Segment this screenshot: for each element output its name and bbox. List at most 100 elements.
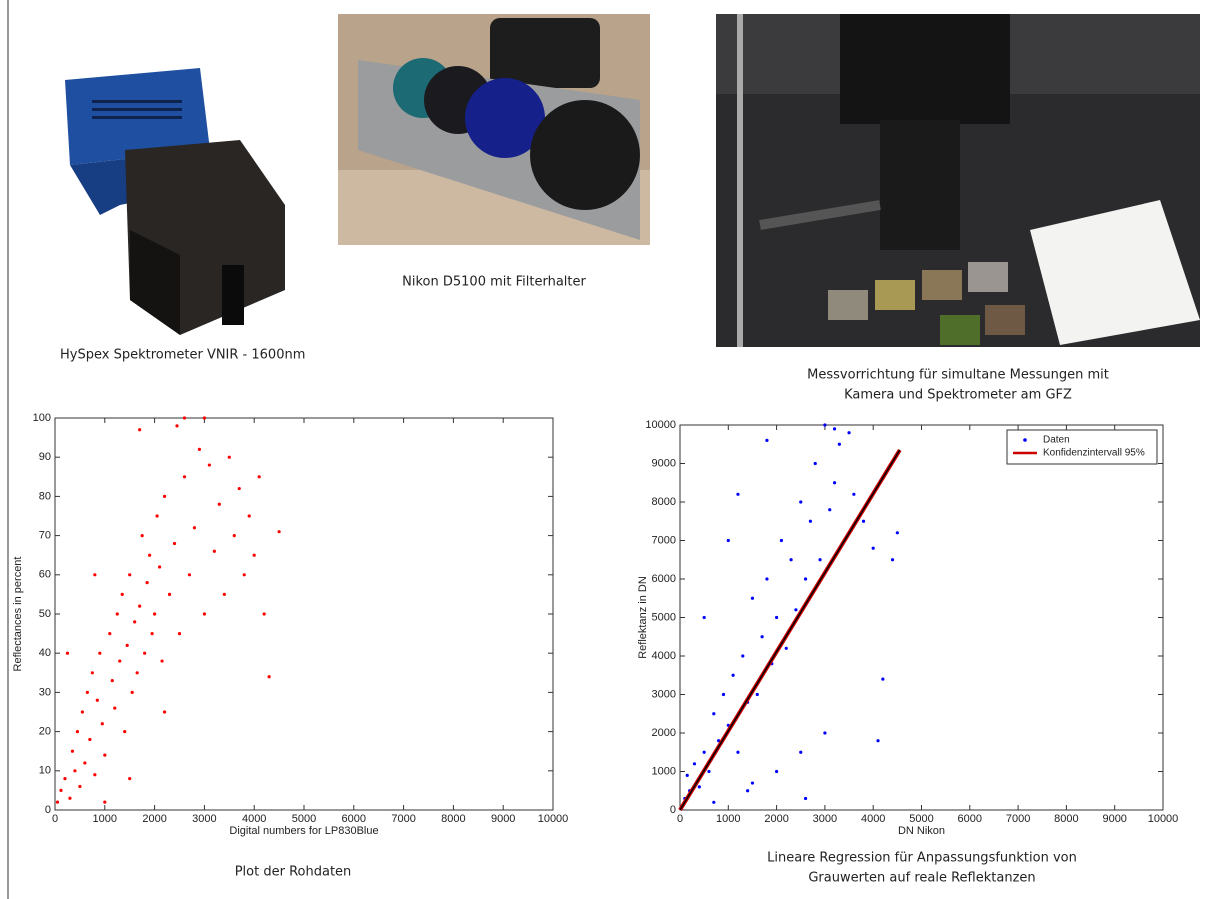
point xyxy=(162,710,167,714)
point xyxy=(118,659,122,663)
y-tick-label: 10000 xyxy=(645,419,676,431)
point xyxy=(172,541,177,546)
point xyxy=(113,706,117,710)
x-tick-label: 2000 xyxy=(764,813,788,825)
point xyxy=(167,592,172,597)
point xyxy=(227,455,231,459)
y-tick-label: 10 xyxy=(39,765,51,777)
point xyxy=(162,494,167,498)
x-axis-label: DN Nikon xyxy=(898,825,945,837)
point xyxy=(803,577,808,581)
y-tick-label: 8000 xyxy=(652,496,676,508)
y-tick-label: 80 xyxy=(39,490,51,502)
x-tick-label: 1000 xyxy=(93,813,117,825)
point xyxy=(685,773,689,777)
point xyxy=(80,710,84,714)
x-tick-label: 4000 xyxy=(242,813,266,825)
x-tick-label: 7000 xyxy=(391,813,415,825)
point xyxy=(726,538,730,543)
point xyxy=(799,750,803,754)
point xyxy=(736,492,740,496)
point xyxy=(242,573,246,577)
point xyxy=(808,519,813,523)
point xyxy=(55,800,60,804)
point xyxy=(93,573,97,577)
y-tick-label: 40 xyxy=(39,647,51,659)
legend-box xyxy=(1006,429,1158,465)
fit-line-core xyxy=(679,449,901,811)
point xyxy=(95,698,99,702)
photo-setup xyxy=(716,14,1200,347)
x-tick-label: 7000 xyxy=(1006,813,1030,825)
y-tick-label: 7000 xyxy=(652,534,676,546)
point xyxy=(823,423,827,427)
legend-label: Daten xyxy=(1043,435,1070,446)
point xyxy=(832,481,837,485)
point xyxy=(140,534,144,538)
point xyxy=(202,416,206,420)
chart-caption: Plot der Rohdaten xyxy=(235,865,352,880)
x-tick-label: 9000 xyxy=(1102,813,1126,825)
point xyxy=(818,558,822,562)
image-caption: Nikon D5100 mit Filterhalter xyxy=(402,275,586,290)
chart-caption: Lineare Regression für Anpassungsfunktio… xyxy=(767,851,1077,866)
point xyxy=(93,773,97,777)
point xyxy=(63,777,67,781)
point xyxy=(895,531,899,535)
point xyxy=(128,777,132,781)
y-tick-label: 4000 xyxy=(652,650,676,662)
point xyxy=(150,632,154,636)
x-tick-label: 8000 xyxy=(1054,813,1078,825)
point xyxy=(155,514,159,518)
point xyxy=(207,463,211,467)
point xyxy=(237,486,241,491)
x-tick-label: 0 xyxy=(677,813,683,825)
point xyxy=(59,788,63,793)
point xyxy=(247,514,251,518)
point xyxy=(755,692,759,697)
point xyxy=(765,577,769,581)
point xyxy=(692,762,697,766)
point xyxy=(813,461,817,466)
y-tick-label: 90 xyxy=(39,451,51,463)
legend-label: Konfidenzintervall 95% xyxy=(1043,448,1145,459)
point xyxy=(83,761,87,765)
point xyxy=(65,651,70,655)
point xyxy=(177,632,182,636)
point xyxy=(182,475,187,479)
x-tick-label: 9000 xyxy=(491,813,515,825)
y-axis-label: Reflektanz in DN xyxy=(637,576,649,659)
x-tick-label: 2000 xyxy=(142,813,166,825)
point xyxy=(828,508,832,512)
point xyxy=(852,492,856,496)
point xyxy=(160,659,164,663)
x-tick-label: 10000 xyxy=(538,813,569,825)
point xyxy=(88,737,92,742)
point xyxy=(78,784,82,789)
point xyxy=(73,769,77,773)
point xyxy=(799,500,803,504)
x-axis-label: Digital numbers for LP830Blue xyxy=(229,825,378,837)
point xyxy=(110,679,114,683)
point xyxy=(120,592,124,597)
point xyxy=(861,519,866,523)
x-tick-label: 4000 xyxy=(861,813,885,825)
point xyxy=(197,447,202,451)
point xyxy=(702,615,706,620)
y-tick-label: 1000 xyxy=(652,765,676,777)
y-tick-label: 3000 xyxy=(652,688,676,700)
point xyxy=(75,730,80,734)
photo-nikon xyxy=(338,14,650,245)
x-tick-label: 10000 xyxy=(1148,813,1179,825)
point xyxy=(823,731,827,735)
point xyxy=(68,796,72,800)
point xyxy=(847,431,851,435)
y-tick-label: 50 xyxy=(39,608,51,620)
point xyxy=(760,635,764,639)
point xyxy=(712,800,716,804)
point xyxy=(70,749,75,753)
point xyxy=(115,612,119,616)
y-tick-label: 70 xyxy=(39,530,51,542)
point xyxy=(721,692,726,697)
